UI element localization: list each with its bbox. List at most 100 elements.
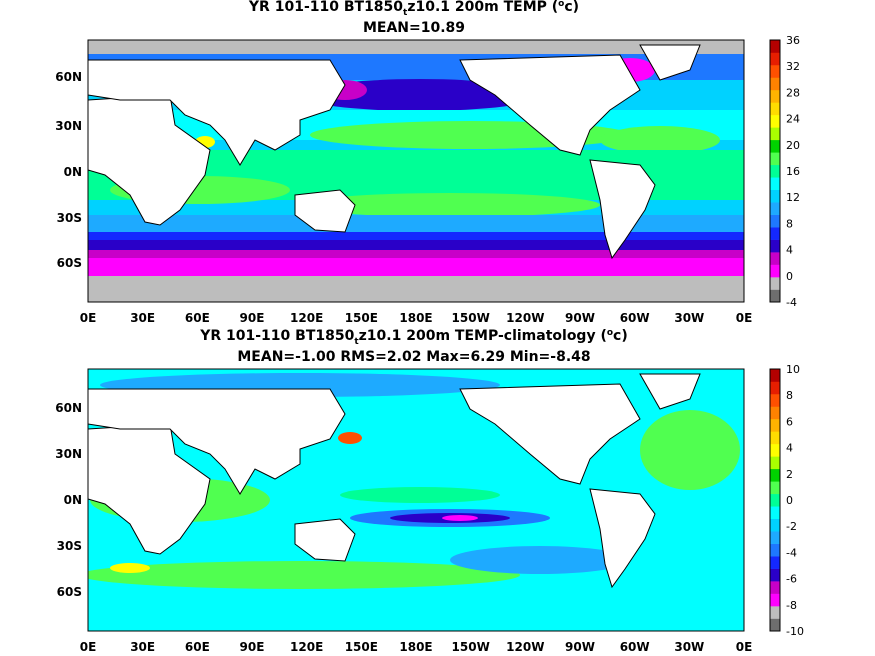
colorbar-swatch xyxy=(770,468,780,482)
panel1-xtick: 150W xyxy=(452,311,490,325)
colorbar-label: -2 xyxy=(786,520,797,533)
panel1-map xyxy=(88,40,744,302)
colorbar-label: 4 xyxy=(786,244,793,257)
panel1-ytick: 30N xyxy=(55,119,82,133)
colorbar-swatch xyxy=(770,52,780,66)
colorbar-label: -6 xyxy=(786,573,797,586)
colorbar-swatch xyxy=(770,593,780,607)
colorbar-swatch xyxy=(770,289,780,303)
colorbar-swatch xyxy=(770,556,780,569)
colorbar-swatch xyxy=(770,40,780,53)
panel-temp-anomaly: YR 101-110 BT1850tz10.1 200m TEMP-climat… xyxy=(55,328,804,654)
panel1-sh-band2 xyxy=(88,232,744,240)
panel1-ytick: 60N xyxy=(55,70,82,84)
panel1-greenland xyxy=(639,44,701,81)
colorbar-label: -8 xyxy=(786,599,797,612)
panel2-xtick: 120W xyxy=(506,640,544,654)
panel2-title: YR 101-110 BT1850tz10.1 200m TEMP-climat… xyxy=(199,328,628,347)
panel2-xtick: 90E xyxy=(240,640,265,654)
colorbar-label: 8 xyxy=(786,217,793,230)
panel2-land xyxy=(88,373,701,589)
colorbar-swatch xyxy=(770,381,780,395)
panel2-xtick: 120E xyxy=(290,640,323,654)
colorbar-swatch xyxy=(770,252,780,265)
panel2-australia xyxy=(294,518,356,562)
panel2-ytick: 60S xyxy=(57,585,82,599)
panel1-frame xyxy=(87,39,745,303)
panel2-x-axis: 0E 30E 60E 90E 120E 150E 180E 150W 120W 90W 60W 30W… xyxy=(80,640,753,654)
panel2-xtick: 150W xyxy=(452,640,490,654)
colorbar-label: 2 xyxy=(786,468,793,481)
colorbar-swatch xyxy=(770,127,780,141)
colorbar-swatch xyxy=(770,77,780,91)
colorbar-swatch xyxy=(770,164,780,178)
panel1-xtick: 0E xyxy=(736,311,753,325)
panel1-xtick: 60W xyxy=(620,311,650,325)
panel1-xtick: 30E xyxy=(130,311,155,325)
panel1-ytick: 60S xyxy=(57,256,82,270)
panel1-xtick: 150E xyxy=(345,311,378,325)
colorbar-swatch xyxy=(770,618,780,632)
colorbar-swatch xyxy=(770,369,780,382)
panel2-africa xyxy=(88,423,211,555)
colorbar-swatch xyxy=(770,89,780,103)
colorbar-label: 32 xyxy=(786,60,800,73)
panel2-xtick: 30E xyxy=(130,640,155,654)
panel2-atl-green xyxy=(640,410,740,490)
panel2-map xyxy=(88,369,744,631)
panel2-ytick: 30S xyxy=(57,539,82,553)
colorbar-swatch xyxy=(770,481,780,495)
colorbar-label: -4 xyxy=(786,296,797,309)
colorbar-swatch xyxy=(770,139,780,153)
panel2-xtick: 90W xyxy=(565,640,595,654)
panel2-pacific-core xyxy=(442,515,478,521)
colorbar-swatch xyxy=(770,431,780,445)
panel1-land xyxy=(88,44,701,260)
panel-absolute-temp: YR 101-110 BT1850tz10.1 200m TEMP (oc) M… xyxy=(55,0,800,325)
panel1-x-axis: 0E 30E 60E 90E 120E 150E 180E 150W 120W 90W 60W 30W… xyxy=(80,311,753,325)
panel1-africa xyxy=(88,94,211,226)
colorbar-swatch xyxy=(770,418,780,432)
panel2-eurasia xyxy=(88,388,346,495)
panel1-stats: MEAN=10.89 xyxy=(363,20,465,36)
panel1-xtick: 60E xyxy=(185,311,210,325)
panel1-south-america xyxy=(589,159,656,260)
colorbar-label: 12 xyxy=(786,191,800,204)
panel1-eurasia xyxy=(88,59,346,166)
colorbar-swatch xyxy=(770,406,780,420)
panel1-xtick: 120W xyxy=(506,311,544,325)
colorbar-swatch xyxy=(770,543,780,557)
panel2-y-axis: 60N 30N 0N 30S 60S xyxy=(55,401,82,599)
panel1-xtick: 0E xyxy=(80,311,97,325)
colorbar-swatch xyxy=(770,506,780,520)
panel1-title: YR 101-110 BT1850tz10.1 200m TEMP (oc) xyxy=(248,0,579,18)
panel1-acc-blue xyxy=(88,240,744,250)
colorbar-label: -4 xyxy=(786,546,797,559)
colorbar-label: -10 xyxy=(786,625,804,638)
panel1-colorbar: 36 32 28 24 20 16 12 8 4 0 -4 xyxy=(769,34,800,309)
colorbar-label: 24 xyxy=(786,113,800,126)
colorbar-label: 0 xyxy=(786,494,793,507)
panel1-southern-ocean xyxy=(88,258,744,276)
panel2-frame xyxy=(87,368,745,632)
colorbar-swatch xyxy=(770,531,780,544)
colorbar-label: 36 xyxy=(786,34,800,47)
colorbar-swatch xyxy=(770,493,780,507)
panel1-acc-purple xyxy=(88,250,744,258)
colorbar-swatch xyxy=(770,202,780,215)
colorbar-swatch xyxy=(770,456,780,470)
panel2-xtick: 150E xyxy=(345,640,378,654)
panel2-xtick: 60W xyxy=(620,640,650,654)
panel2-xtick: 180E xyxy=(399,640,432,654)
colorbar-swatch xyxy=(770,393,780,407)
colorbar-swatch xyxy=(770,114,780,128)
colorbar-label: 28 xyxy=(786,86,800,99)
panel2-ytick: 0N xyxy=(64,493,82,507)
colorbar-label: 10 xyxy=(786,363,800,376)
panel1-north-america xyxy=(459,54,641,156)
panel2-xtick: 60E xyxy=(185,640,210,654)
colorbar-frame xyxy=(769,39,781,303)
colorbar-frame xyxy=(769,368,781,632)
panel2-colorbar: 10 8 6 4 2 0 -2 -4 -6 -8 -10 xyxy=(769,363,804,638)
panel2-south-america xyxy=(589,488,656,589)
